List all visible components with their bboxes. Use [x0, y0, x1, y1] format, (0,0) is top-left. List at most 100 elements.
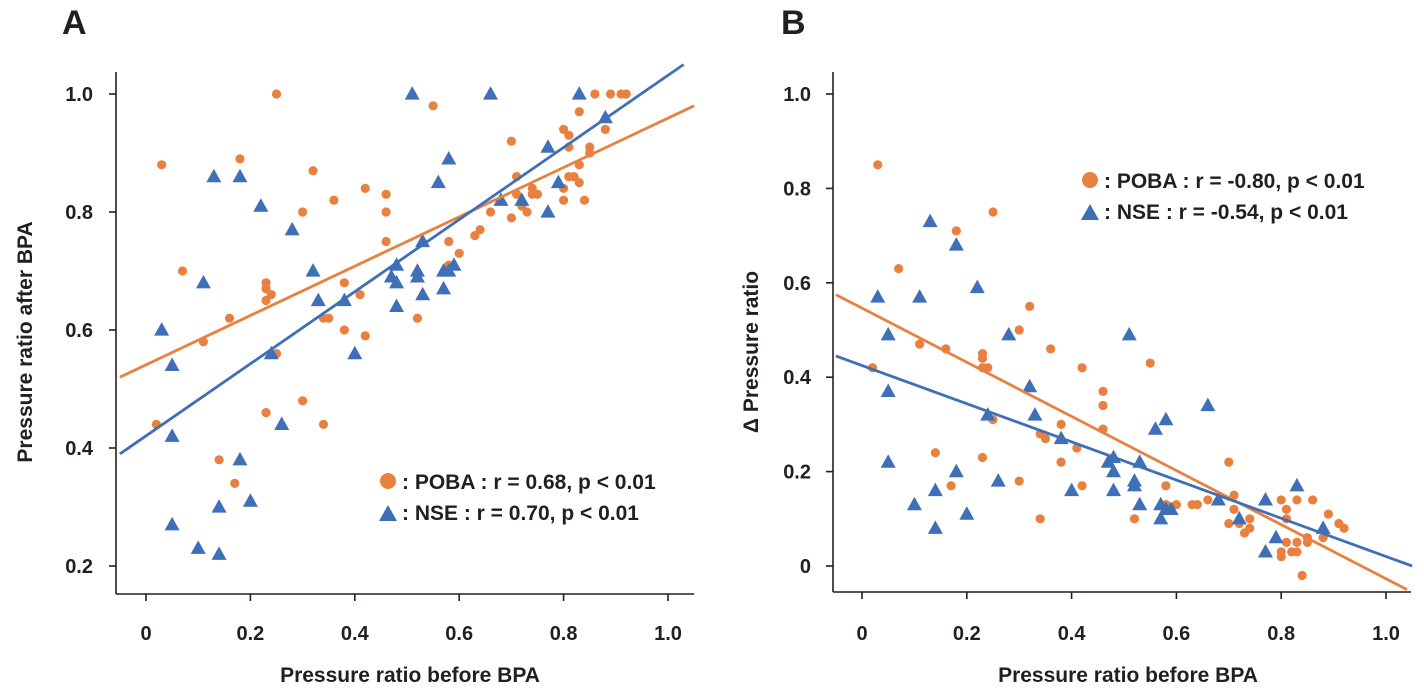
y-tick-label: 0.8 — [65, 202, 93, 224]
point-nse — [263, 345, 279, 360]
point-poba — [1192, 500, 1202, 510]
point-nse — [211, 546, 227, 560]
point-nse — [164, 357, 180, 372]
fit-line-nse — [119, 63, 685, 456]
point-poba — [261, 408, 271, 418]
point-poba — [1046, 344, 1056, 354]
point-nse — [1121, 326, 1137, 341]
point-poba — [930, 448, 940, 458]
point-nse — [284, 221, 300, 236]
point-poba — [977, 349, 988, 359]
y-tick-label: 0.4 — [783, 367, 812, 389]
point-poba — [230, 478, 240, 488]
point-nse — [493, 192, 509, 206]
x-tick-label: 0.8 — [550, 623, 578, 645]
point-poba — [574, 177, 584, 188]
point-poba — [915, 339, 925, 349]
point-poba — [1339, 523, 1349, 533]
point-nse — [1147, 421, 1163, 435]
point-poba — [381, 207, 391, 217]
point-poba — [1308, 495, 1318, 505]
point-nse — [1268, 529, 1284, 544]
point-poba — [412, 313, 423, 323]
point-poba — [977, 452, 988, 463]
point-nse — [389, 298, 405, 313]
x-tick-label: 0 — [856, 623, 867, 645]
point-poba — [506, 213, 516, 223]
y-tick-label: 0.4 — [65, 438, 94, 460]
point-poba — [506, 136, 516, 146]
point-nse — [880, 454, 896, 468]
point-poba — [266, 290, 276, 300]
point-poba — [355, 290, 365, 300]
point-poba — [360, 331, 370, 341]
point-poba — [1229, 490, 1239, 500]
point-nse — [1132, 496, 1148, 511]
point-poba — [1203, 495, 1213, 505]
point-poba — [569, 172, 579, 182]
point-poba — [1161, 481, 1171, 491]
point-nse — [1163, 501, 1179, 515]
point-nse — [969, 279, 985, 294]
legend-marker-poba — [1082, 172, 1098, 188]
point-nse — [1257, 543, 1273, 558]
point-poba — [1040, 433, 1050, 444]
point-poba — [381, 236, 391, 247]
x-tick-label: 0.4 — [341, 623, 370, 645]
point-poba — [522, 207, 532, 217]
point-nse — [1210, 492, 1226, 506]
point-poba — [339, 325, 349, 335]
point-poba — [318, 419, 329, 429]
point-nse — [211, 499, 227, 513]
point-nse — [274, 416, 290, 431]
point-poba — [298, 396, 308, 406]
point-nse — [1158, 411, 1174, 426]
x-tick-label: 0.6 — [1162, 623, 1190, 645]
fit-line-nse — [835, 354, 1413, 568]
plot-area — [109, 63, 695, 601]
legend-text-poba: : POBA : r = 0.68, p < 0.01 — [402, 471, 656, 494]
x-axis-label: Pressure ratio before BPA — [280, 664, 540, 687]
point-poba — [308, 166, 318, 176]
point-nse — [206, 168, 222, 183]
point-poba — [1292, 495, 1302, 505]
x-tick-label: 0.2 — [953, 623, 981, 645]
point-nse — [1153, 510, 1169, 525]
point-poba — [1035, 514, 1045, 524]
point-nse — [415, 286, 431, 301]
point-poba — [444, 236, 454, 247]
point-nse — [571, 86, 587, 100]
point-nse — [550, 174, 566, 189]
x-tick-labels: 0 0.2 0.4 0.6 0.8 1.0 — [856, 623, 1399, 645]
point-nse — [1126, 473, 1142, 487]
point-poba — [532, 189, 543, 199]
y-axis-label: Pressure ratio after BPA — [14, 221, 37, 462]
point-poba — [339, 278, 349, 288]
x-tick-labels: 0 0.2 0.4 0.6 0.8 1.0 — [140, 623, 681, 645]
point-nse — [1200, 397, 1216, 412]
point-poba — [261, 278, 271, 288]
point-poba — [1056, 419, 1066, 429]
point-nse — [922, 213, 938, 228]
point-nse — [927, 520, 943, 534]
x-tick-label: 0.2 — [236, 623, 264, 645]
y-tick-label: 0.2 — [783, 462, 811, 484]
point-nse — [1001, 326, 1017, 341]
point-poba — [983, 363, 993, 373]
point-poba — [1056, 457, 1066, 467]
point-poba — [621, 89, 631, 99]
point-poba — [1292, 547, 1302, 557]
point-poba — [574, 107, 584, 117]
legend-marker-nse — [1081, 204, 1099, 220]
point-nse — [880, 326, 896, 341]
point-nse — [1022, 378, 1038, 393]
x-tick-label: 0.6 — [445, 623, 473, 645]
y-axis-label: Δ Pressure ratio — [740, 271, 763, 433]
panel-a: A 0.2 0.4 0.6 0.8 1.0 0 0.2 0.4 0.6 0.8 1.0 Press… — [14, 4, 695, 687]
point-nse — [912, 289, 928, 303]
panel-letter-b: B — [781, 4, 806, 42]
point-nse — [1106, 463, 1122, 478]
point-poba — [470, 231, 480, 241]
legend-text-poba: : POBA : r = -0.80, p < 0.01 — [1104, 170, 1365, 193]
point-poba — [1025, 301, 1035, 311]
